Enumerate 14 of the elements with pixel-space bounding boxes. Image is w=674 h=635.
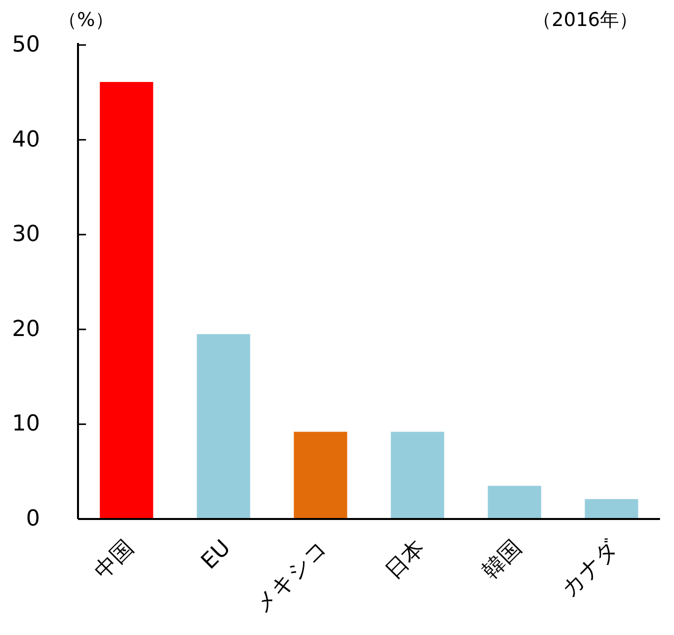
ytick: 20 xyxy=(12,316,40,342)
ytick: 0 xyxy=(26,506,40,532)
annotation: （2016年） xyxy=(532,9,638,31)
xtick: 韓国 xyxy=(478,536,527,584)
xtick: EU xyxy=(196,536,236,574)
xtick: 中国 xyxy=(90,536,139,584)
xtick: カナダ xyxy=(557,536,624,602)
ylabel: （%） xyxy=(58,9,114,31)
ytick: 30 xyxy=(12,222,40,248)
ytick: 10 xyxy=(12,412,40,437)
xtick: 日本 xyxy=(380,536,430,584)
ytick: 50 xyxy=(12,32,40,58)
ytick: 40 xyxy=(12,127,40,152)
xtick: メキシコ xyxy=(250,536,333,618)
